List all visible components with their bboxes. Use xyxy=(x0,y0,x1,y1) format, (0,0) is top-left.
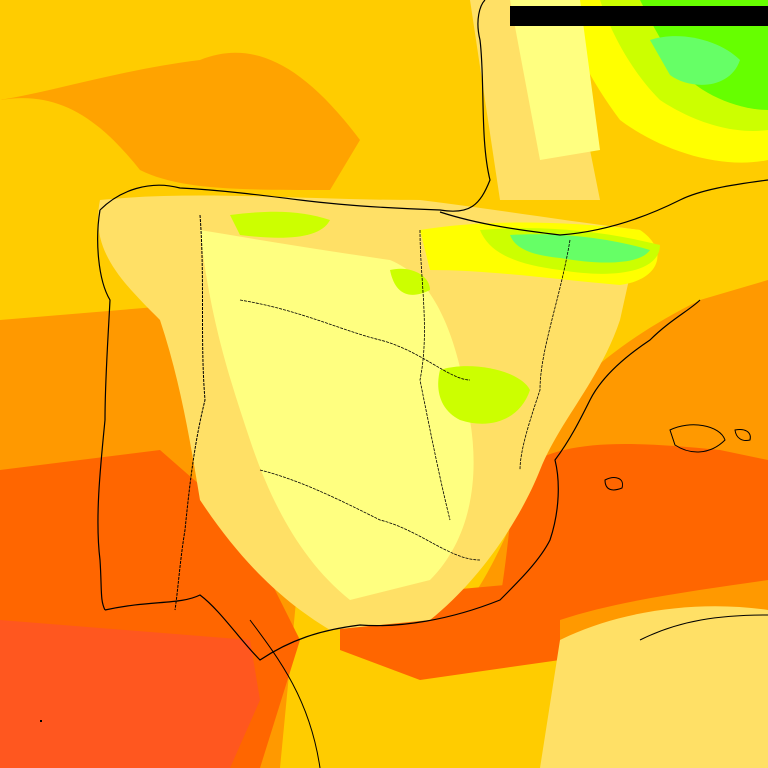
run-info-banner xyxy=(510,6,768,26)
color-scale-bar xyxy=(40,720,42,722)
